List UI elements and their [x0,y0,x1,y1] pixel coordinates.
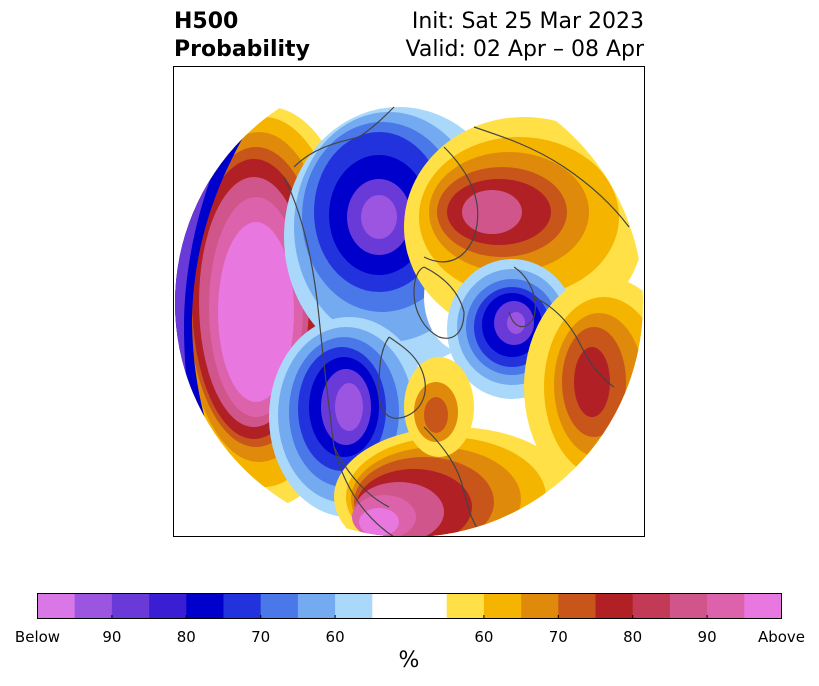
colorbar-unit-label: % [398,648,420,673]
coast-hudson-bay [378,336,426,419]
colorbar-swatch [707,593,745,619]
colorbar-tick-label: 60 [325,628,345,646]
colorbar-border [37,593,782,619]
coast-europe [533,296,615,388]
colorbar-swatch [335,593,373,619]
coast-north-america [283,176,395,536]
wna-trough-90 [335,383,363,431]
colorbar-swatch [149,593,187,619]
colorbar-swatch [483,593,522,619]
colorbar-swatch [446,593,485,619]
colorbar-tick-label: 70 [251,628,271,646]
colorbar-tick-label: 60 [474,628,494,646]
colorbar-swatch [372,593,410,619]
valid-range: Valid: 02 Apr – 08 Apr [405,37,645,62]
title-variable: H500 [174,9,239,34]
greenland-trough-90 [361,195,397,239]
colorbar-swatch [260,593,299,619]
title-type: Probability [174,37,310,62]
colorbar-swatch [744,593,782,619]
colorbar-tick-label: 90 [102,628,122,646]
colorbar-tick-label: 80 [176,628,196,646]
colorbar-swatch [74,593,113,619]
colorbar-tick-label: 80 [623,628,643,646]
polar-map [173,66,645,537]
colorbar-swatch [409,593,447,619]
coast-mexico [333,446,390,508]
colorbar-svg [37,593,782,619]
eus-ridge-max [359,508,399,536]
colorbar-swatch [669,593,708,619]
coast-siberia [423,146,479,263]
chart-title: H500 Probability [174,8,310,64]
colorbar-swatch [186,593,224,619]
canada-ridge-70 [424,397,448,433]
colorbar-swatch [521,593,559,619]
probability-field [175,69,643,536]
colorbar-tick-label: 70 [548,628,568,646]
siberia-ridge-85 [462,190,522,234]
colorbar-swatch [37,593,75,619]
coast-scandinavia [508,266,536,328]
coastlines [283,106,630,536]
colorbar [37,593,782,619]
colorbar-tick-label: 90 [697,628,717,646]
colorbar-swatch [595,593,633,619]
colorbar-swatch [297,593,336,619]
colorbar-swatch [223,593,261,619]
init-date: Init: Sat 25 Mar 2023 [411,9,644,34]
pacific-ridge-max [218,222,294,402]
colorbar-swatch [111,593,150,619]
chart-dates: Init: Sat 25 Mar 2023 Valid: 02 Apr – 08… [406,8,645,64]
colorbar-tick-label: Above [757,628,806,646]
coast-east-us [423,426,485,536]
colorbar-tick-label: Below [14,628,61,646]
colorbar-swatch [632,593,671,619]
atlantic-ridge-80 [574,347,610,417]
coast-greenland [413,266,465,339]
map-canvas [175,69,643,536]
coast-asia [473,126,630,228]
colorbar-swatch [558,593,596,619]
coast-alaska [293,106,395,168]
